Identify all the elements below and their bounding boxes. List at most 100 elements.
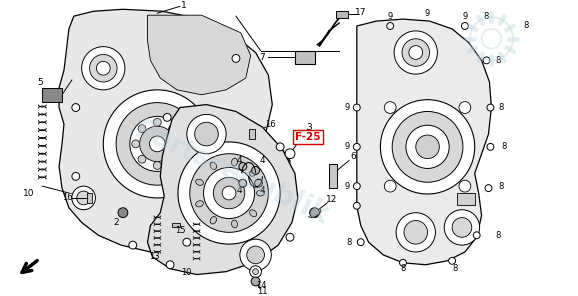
Text: 2: 2 <box>113 218 119 227</box>
Circle shape <box>77 191 91 205</box>
Text: 4: 4 <box>236 156 242 165</box>
Text: 4: 4 <box>260 156 265 165</box>
Bar <box>295 51 314 64</box>
Circle shape <box>239 163 247 170</box>
Text: 13: 13 <box>149 252 160 261</box>
Circle shape <box>406 125 449 168</box>
Ellipse shape <box>210 162 217 170</box>
Circle shape <box>249 172 257 180</box>
Circle shape <box>153 118 161 126</box>
Circle shape <box>402 39 429 66</box>
Circle shape <box>394 31 438 74</box>
Text: 6: 6 <box>350 152 355 161</box>
Circle shape <box>483 57 490 64</box>
Text: 5: 5 <box>38 78 43 88</box>
Circle shape <box>163 113 171 121</box>
Circle shape <box>253 269 258 275</box>
Circle shape <box>461 22 468 29</box>
Circle shape <box>72 172 80 180</box>
Ellipse shape <box>257 190 264 196</box>
Circle shape <box>138 155 146 163</box>
Polygon shape <box>357 19 491 265</box>
Circle shape <box>487 143 494 150</box>
Text: 8: 8 <box>346 238 351 247</box>
Ellipse shape <box>210 217 217 224</box>
Ellipse shape <box>250 169 257 176</box>
Text: 1: 1 <box>181 1 187 10</box>
Circle shape <box>178 142 280 244</box>
Circle shape <box>195 122 218 146</box>
Text: 4: 4 <box>236 186 242 194</box>
Circle shape <box>240 239 271 271</box>
Text: 3: 3 <box>307 123 313 132</box>
Circle shape <box>380 100 475 194</box>
Circle shape <box>251 166 260 174</box>
Text: 8: 8 <box>502 142 507 151</box>
Circle shape <box>103 90 212 198</box>
Text: 8: 8 <box>484 12 489 21</box>
Ellipse shape <box>232 220 238 228</box>
Text: 8: 8 <box>495 231 501 240</box>
Circle shape <box>90 54 117 82</box>
Circle shape <box>353 183 360 190</box>
Text: 7: 7 <box>260 53 265 62</box>
Text: 4: 4 <box>260 186 265 194</box>
Circle shape <box>232 54 240 62</box>
Circle shape <box>404 221 428 244</box>
Ellipse shape <box>196 179 203 185</box>
Circle shape <box>353 143 360 150</box>
Text: 9: 9 <box>425 9 430 18</box>
Circle shape <box>175 140 183 148</box>
Circle shape <box>416 135 439 159</box>
Text: 9: 9 <box>388 12 393 21</box>
Circle shape <box>222 186 236 200</box>
Circle shape <box>166 261 174 269</box>
Text: 10: 10 <box>23 189 34 197</box>
Circle shape <box>150 136 165 152</box>
Bar <box>87 193 92 203</box>
Circle shape <box>254 179 262 187</box>
Ellipse shape <box>196 201 203 207</box>
Circle shape <box>81 46 125 90</box>
Circle shape <box>138 125 146 133</box>
Text: 15: 15 <box>175 226 185 235</box>
Circle shape <box>187 115 226 154</box>
Circle shape <box>384 180 396 192</box>
Polygon shape <box>147 15 251 95</box>
Circle shape <box>190 154 268 232</box>
Circle shape <box>247 246 264 264</box>
Circle shape <box>452 218 472 237</box>
Text: 16: 16 <box>62 194 72 202</box>
Text: 10: 10 <box>181 268 192 277</box>
Circle shape <box>399 259 406 266</box>
Circle shape <box>353 202 360 209</box>
Circle shape <box>169 125 176 133</box>
Bar <box>329 164 337 188</box>
Circle shape <box>169 155 176 163</box>
Text: Partsrepublik: Partsrepublik <box>129 116 333 231</box>
Circle shape <box>130 116 185 171</box>
Circle shape <box>239 179 247 187</box>
Circle shape <box>357 239 364 246</box>
Text: 14: 14 <box>256 281 266 290</box>
Circle shape <box>203 168 254 218</box>
Circle shape <box>276 143 284 151</box>
Text: 9: 9 <box>344 103 350 112</box>
Circle shape <box>353 104 360 111</box>
Text: 8: 8 <box>499 182 504 191</box>
Ellipse shape <box>232 158 238 166</box>
Circle shape <box>392 112 463 182</box>
Bar <box>336 11 348 18</box>
Circle shape <box>444 210 480 245</box>
Bar <box>457 193 475 205</box>
Text: 16: 16 <box>265 120 276 129</box>
Circle shape <box>72 104 80 112</box>
Circle shape <box>97 61 110 75</box>
Circle shape <box>485 185 492 192</box>
Text: 11: 11 <box>257 287 268 296</box>
Text: 17: 17 <box>355 8 366 17</box>
Bar <box>172 223 180 227</box>
Circle shape <box>384 102 396 113</box>
Circle shape <box>153 162 161 169</box>
Text: 9: 9 <box>344 182 350 191</box>
